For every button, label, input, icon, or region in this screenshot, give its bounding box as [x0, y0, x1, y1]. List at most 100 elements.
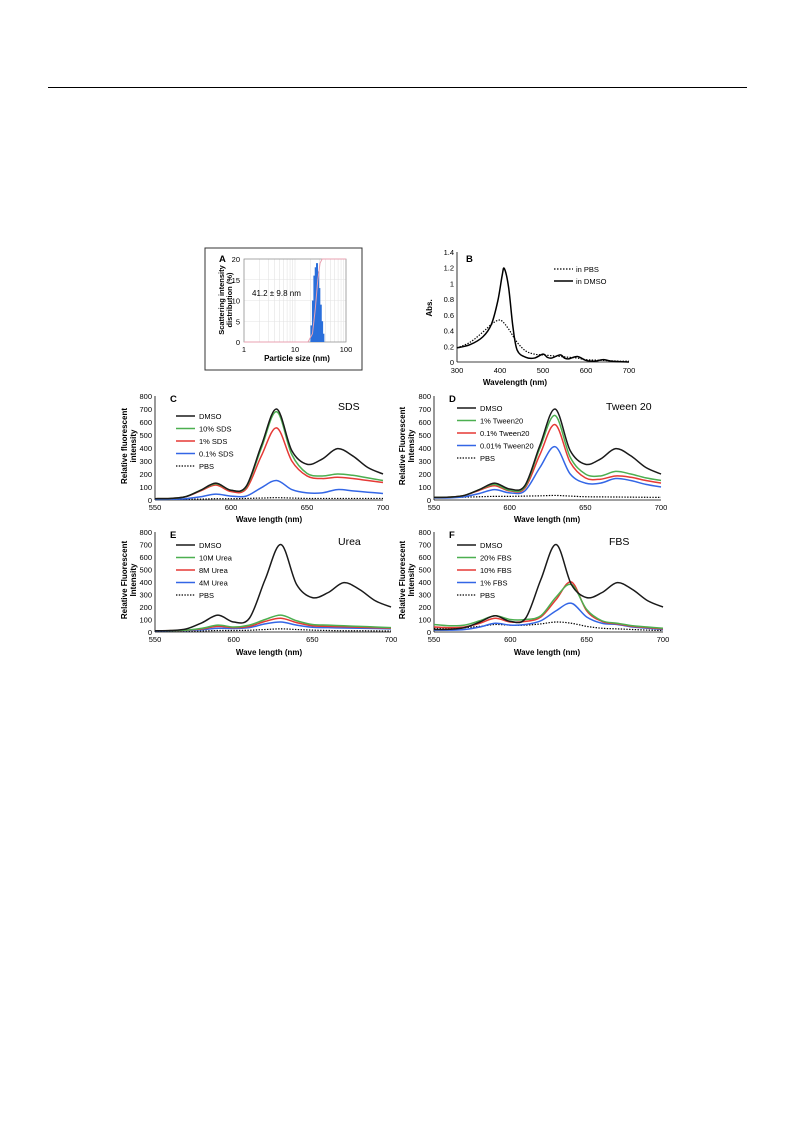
- bar: [315, 263, 318, 342]
- y-tick-label: 1: [450, 279, 454, 288]
- y-tick-label: 800: [418, 528, 431, 537]
- bar: [317, 271, 320, 342]
- bar: [318, 288, 321, 342]
- panel-e-xlabel: Wave length (nm): [236, 648, 303, 657]
- x-tick-label: 600: [227, 635, 240, 644]
- x-tick-label: 700: [377, 503, 390, 512]
- x-tick-label: 650: [580, 635, 593, 644]
- y-tick-label: 200: [418, 603, 431, 612]
- bar: [321, 321, 324, 342]
- x-tick-label: 100: [340, 345, 353, 354]
- panel-c-plot: 550 600 650 700 0 100 200 300 400 500 600 700 800: [139, 392, 389, 512]
- y-tick-label: 0.4: [444, 327, 454, 336]
- y-tick-label: 300: [139, 591, 152, 600]
- y-tick-label: 10: [232, 297, 240, 306]
- y-tick-label: 700: [139, 541, 152, 550]
- panel-b-ylabel: Abs.: [425, 299, 434, 316]
- y-tick-label: 500: [418, 566, 431, 575]
- series-line-pbs: [154, 628, 392, 632]
- series-line-dmso: [433, 408, 662, 499]
- panel-e-ylabel-1: Relative Fluorescent: [120, 541, 129, 620]
- legend-label-dmso: DMSO: [480, 404, 503, 413]
- panel-a-letter: A: [219, 254, 226, 265]
- x-tick-label: 300: [451, 366, 464, 375]
- bar: [319, 304, 322, 342]
- x-tick-label: 400: [494, 366, 507, 375]
- x-tick-label: 1: [242, 345, 246, 354]
- panel-d-plot: 550 600 650 700 0 100 200 300 400 500 600 700 800: [418, 392, 667, 512]
- y-tick-label: 100: [139, 616, 152, 625]
- panel-d-ylabel-1: Relative Fluorescent: [398, 407, 407, 486]
- y-tick-label: 0: [148, 496, 152, 505]
- legend-label-dmso: DMSO: [199, 541, 222, 550]
- y-tick-label: 0.2: [444, 342, 454, 351]
- x-tick-label: 600: [504, 635, 517, 644]
- y-tick-label: 600: [418, 553, 431, 562]
- panel-a-xlabel: Particle size (nm): [264, 354, 330, 363]
- series-line-0-1-sds: [154, 479, 384, 501]
- panel-f-letter: F: [449, 530, 455, 541]
- y-tick-label: 0: [148, 628, 152, 637]
- panel-f-plot: 550 600 650 700 0 100 200 300 400 500 600 700 800: [418, 528, 669, 644]
- y-tick-label: 100: [418, 483, 431, 492]
- panel-d-title: Tween 20: [606, 401, 652, 413]
- panel-f-ylabel-1: Relative Fluorescent: [398, 541, 407, 620]
- panel-e-ylabel-2: Intensity: [129, 563, 138, 596]
- panel-e-legend: DMSO 10M Urea 8M Urea 4M Urea PBS: [176, 541, 233, 600]
- x-tick-label: 700: [657, 635, 670, 644]
- legend-label-0-01-tween20: 0.01% Tween20: [480, 442, 534, 451]
- y-tick-label: 400: [418, 444, 431, 453]
- series-line-dmso: [154, 408, 384, 500]
- legend-label-pbs: PBS: [199, 591, 214, 600]
- panel-b-plot: 300 400 500 600 700 0 0.2 0.4 0.6 0.8 1 1.2 1.4: [444, 248, 636, 375]
- panel-c-ylabel-2: intensity: [129, 429, 138, 462]
- panel-b-xlabel: Wavelength (nm): [483, 378, 547, 387]
- legend-label-4m-urea: 4M Urea: [199, 579, 229, 588]
- panel-f-title: FBS: [609, 536, 629, 548]
- y-tick-label: 400: [139, 578, 152, 587]
- y-tick-label: 200: [139, 603, 152, 612]
- y-tick-label: 800: [418, 392, 431, 401]
- series-line-in-dmso: [456, 267, 630, 363]
- x-tick-label: 550: [428, 503, 441, 512]
- y-tick-label: 100: [139, 483, 152, 492]
- y-tick-label: 800: [139, 528, 152, 537]
- panel-b: B 300 400 500 600 700 0 0.2 0.4 0.6 0.8 1 1.2 1.4 Wa…: [425, 248, 635, 387]
- y-tick-label: 0: [236, 338, 240, 347]
- legend-label-in-pbs: in PBS: [576, 265, 599, 274]
- panel-d-letter: D: [449, 394, 456, 405]
- y-tick-label: 400: [139, 444, 152, 453]
- panel-d-ylabel-2: Intensity: [407, 429, 416, 462]
- y-tick-label: 500: [139, 566, 152, 575]
- y-tick-label: 5: [236, 317, 240, 326]
- legend-label-20-fbs: 20% FBS: [480, 554, 512, 563]
- panel-a-plot: 1 10 100 0 5 10 15 20: [232, 255, 353, 354]
- panel-a: A 1 10 100 0 5 10 15 20 41.2 ± 9.8 nm Particle …: [204, 247, 363, 371]
- panel-e-plot: 550 600 650 700 0 100 200 300 400 500 600 700 800: [139, 528, 397, 644]
- legend-label-10-fbs: 10% FBS: [480, 566, 512, 575]
- x-tick-label: 650: [579, 503, 592, 512]
- series-line-10m-urea: [154, 614, 392, 632]
- y-tick-label: 400: [418, 578, 431, 587]
- panel-f-legend: DMSO 20% FBS 10% FBS 1% FBS PBS: [457, 541, 512, 600]
- x-tick-label: 500: [537, 366, 550, 375]
- x-tick-label: 650: [301, 503, 314, 512]
- series-line-1-sds: [154, 427, 384, 500]
- y-tick-label: 20: [232, 255, 240, 264]
- y-tick-label: 200: [139, 470, 152, 479]
- panel-c-title: SDS: [338, 401, 360, 413]
- bar: [310, 325, 313, 342]
- y-tick-label: 300: [139, 457, 152, 466]
- legend-label-1-sds: 1% SDS: [199, 437, 227, 446]
- panel-c-xlabel: Wave length (nm): [236, 515, 303, 524]
- y-tick-label: 200: [418, 470, 431, 479]
- series-line-20-fbs: [433, 583, 664, 629]
- series-line-0-01-tween20: [433, 445, 662, 499]
- y-tick-label: 700: [418, 541, 431, 550]
- panel-d-legend: DMSO 1% Tween20 0.1% Tween20 0.01% Tween20 P…: [457, 404, 534, 463]
- panel-a-ylabel-1: Scattering intensity: [217, 264, 226, 334]
- series-line-10-fbs: [433, 581, 664, 630]
- series-line-1-tween20: [433, 414, 662, 499]
- panel-c-letter: C: [170, 394, 177, 405]
